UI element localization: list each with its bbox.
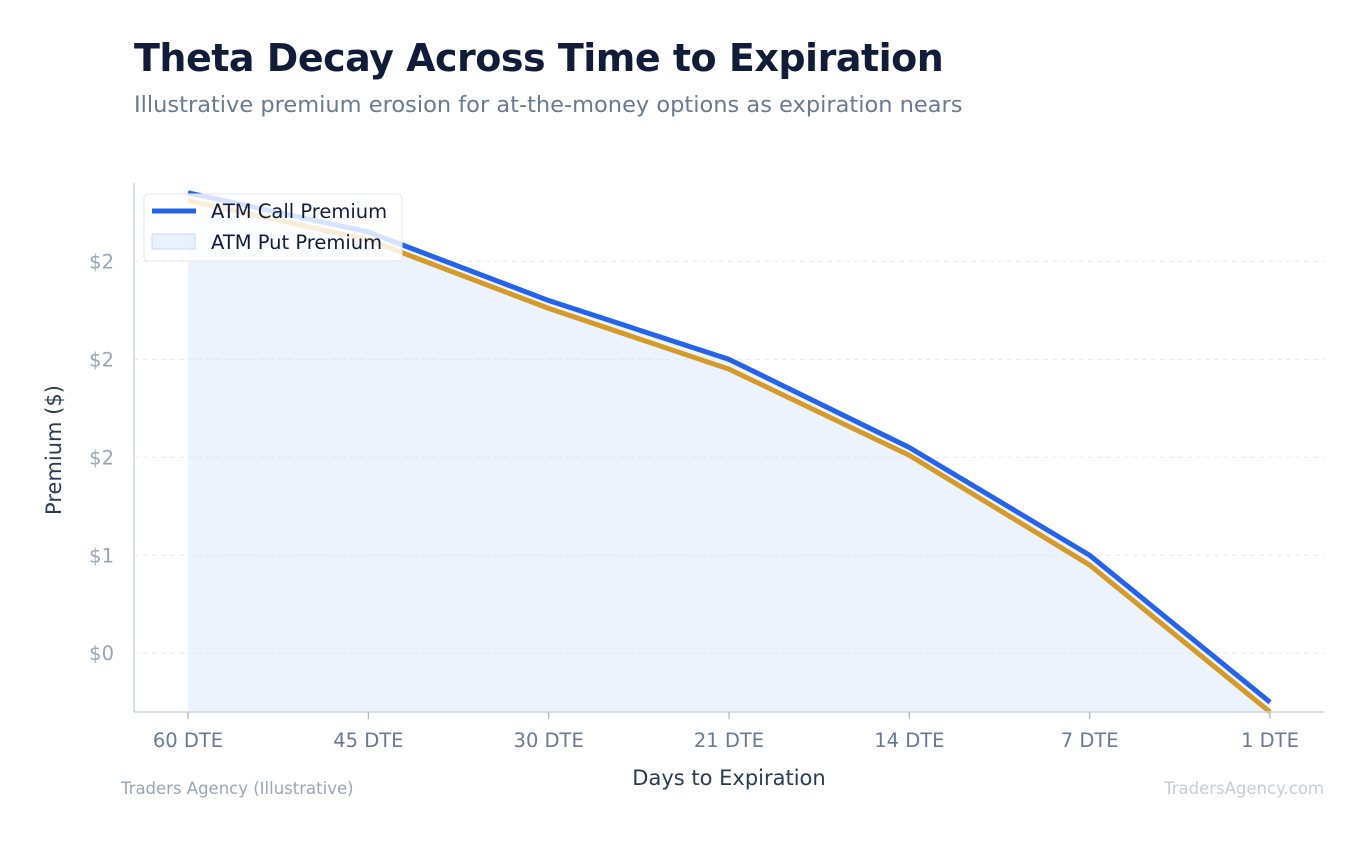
legend-call-label: ATM Call Premium [211,200,387,223]
source-note: Traders Agency (Illustrative) [121,779,354,798]
chart-subtitle: Illustrative premium erosion for at-the-… [134,92,963,118]
y-axis-title: Premium ($) [42,385,66,515]
chart-title: Theta Decay Across Time to Expiration [134,36,944,80]
x-tick-label: 45 DTE [333,729,403,752]
y-axis-ticks: $2 $2 $2 $1 $0 [89,250,114,665]
x-axis-ticks: 60 DTE 45 DTE 30 DTE 21 DTE 14 DTE 7 DTE 1 DTE [153,712,1299,752]
y-tick-label: $2 [89,250,114,273]
y-tick-label: $0 [89,642,114,665]
x-tick-label: 30 DTE [514,729,584,752]
x-axis-title: Days to Expiration [632,766,825,790]
legend-box [143,193,403,262]
legend-put-swatch [151,233,196,250]
y-tick-label: $1 [89,544,114,567]
y-tick-label: $2 [89,446,114,469]
x-tick-label: 14 DTE [874,729,944,752]
put-area-layer [188,192,1270,713]
put-premium-area [188,192,1270,713]
site-watermark: TradersAgency.com [1164,779,1324,798]
legend-put-label: ATM Put Premium [211,231,382,254]
y-tick-label: $2 [89,348,114,371]
x-tick-label: 60 DTE [153,729,223,752]
x-tick-label: 21 DTE [694,729,764,752]
x-tick-label: 1 DTE [1241,729,1299,752]
legend: ATM Call Premium ATM Put Premium [143,193,403,262]
x-tick-label: 7 DTE [1061,729,1119,752]
